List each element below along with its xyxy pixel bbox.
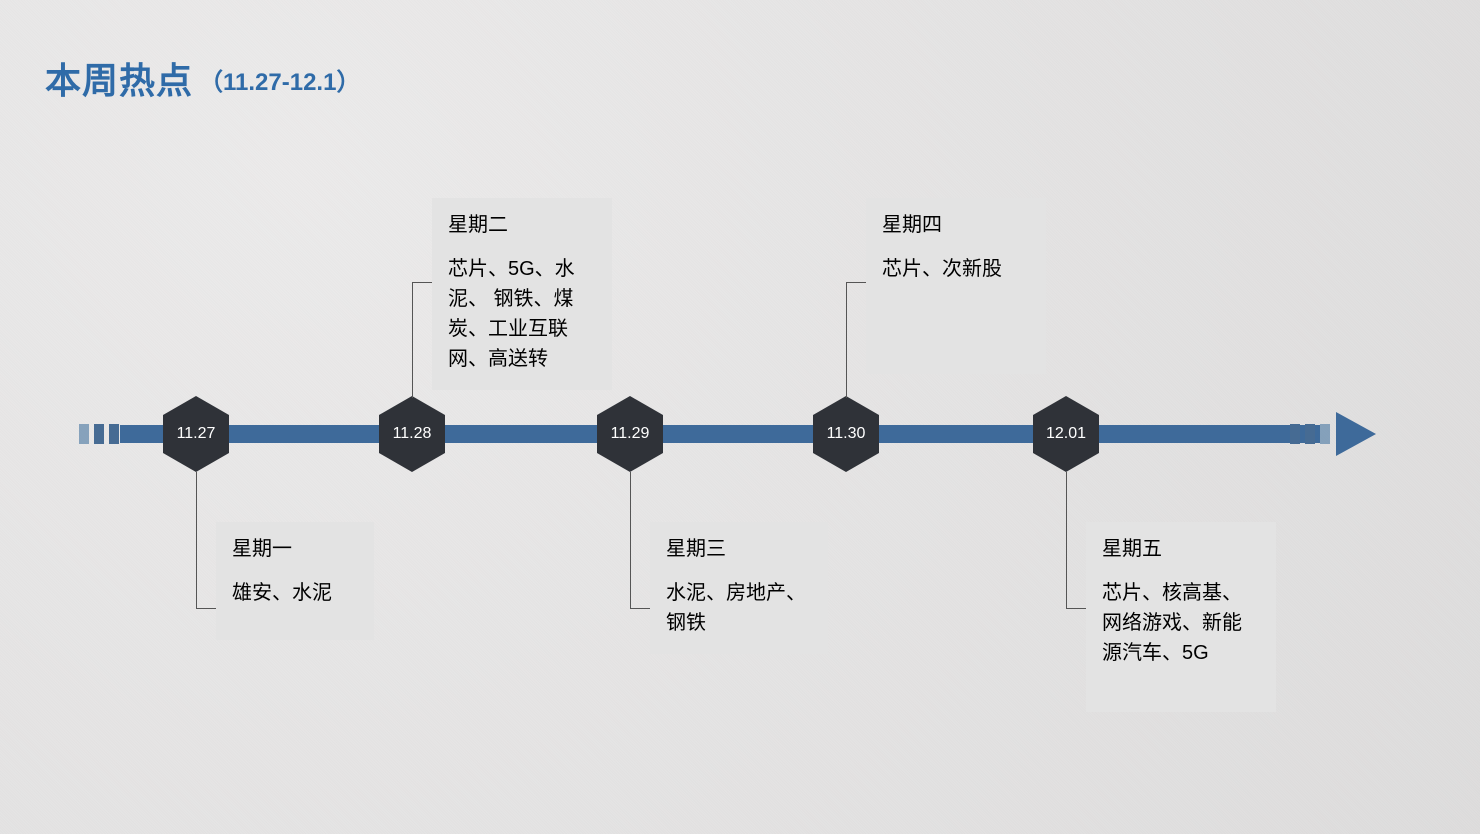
- connector-h-2: [630, 608, 650, 609]
- axis-arrow-icon: [1336, 412, 1376, 456]
- axis-dash-right-0: [1290, 424, 1300, 444]
- timeline-node-2: 11.29: [597, 396, 663, 472]
- card-content: 芯片、次新股: [882, 254, 1030, 284]
- card-content: 雄安、水泥: [232, 578, 358, 608]
- timeline-card-3: 星期四芯片、次新股: [866, 198, 1046, 374]
- page-title: 本周热点（11.27-12.1）: [45, 52, 360, 104]
- card-weekday: 星期三: [666, 534, 812, 564]
- timeline-card-1: 星期二芯片、5G、水泥、 钢铁、煤炭、工业互联网、高送转: [432, 198, 612, 390]
- title-sub: （11.27-12.1）: [199, 69, 360, 96]
- timeline-card-2: 星期三水泥、房地产、钢铁: [650, 522, 828, 654]
- axis-dash-left-2: [109, 424, 119, 444]
- card-weekday: 星期一: [232, 534, 358, 564]
- connector-h-0: [196, 608, 216, 609]
- card-weekday: 星期五: [1102, 534, 1260, 564]
- connector-v-4: [1066, 472, 1067, 608]
- card-weekday: 星期四: [882, 210, 1030, 240]
- connector-h-4: [1066, 608, 1086, 609]
- connector-v-0: [196, 472, 197, 608]
- connector-v-1: [412, 282, 413, 398]
- title-main: 本周热点: [45, 60, 193, 101]
- card-content: 芯片、5G、水泥、 钢铁、煤炭、工业互联网、高送转: [448, 254, 596, 374]
- timeline-card-4: 星期五芯片、核高基、网络游戏、新能源汽车、5G: [1086, 522, 1276, 712]
- card-content: 芯片、核高基、网络游戏、新能源汽车、5G: [1102, 578, 1260, 668]
- card-weekday: 星期二: [448, 210, 596, 240]
- axis-dash-right-2: [1320, 424, 1330, 444]
- timeline-node-1: 11.28: [379, 396, 445, 472]
- axis-dash-left-1: [94, 424, 104, 444]
- timeline-card-0: 星期一雄安、水泥: [216, 522, 374, 640]
- axis-dash-left-0: [79, 424, 89, 444]
- timeline-node-0: 11.27: [163, 396, 229, 472]
- timeline-axis: [120, 425, 1320, 443]
- axis-dash-right-1: [1305, 424, 1315, 444]
- connector-h-1: [412, 282, 432, 283]
- timeline-node-3: 11.30: [813, 396, 879, 472]
- connector-v-3: [846, 282, 847, 398]
- connector-h-3: [846, 282, 866, 283]
- card-content: 水泥、房地产、钢铁: [666, 578, 812, 638]
- connector-v-2: [630, 472, 631, 608]
- timeline-node-4: 12.01: [1033, 396, 1099, 472]
